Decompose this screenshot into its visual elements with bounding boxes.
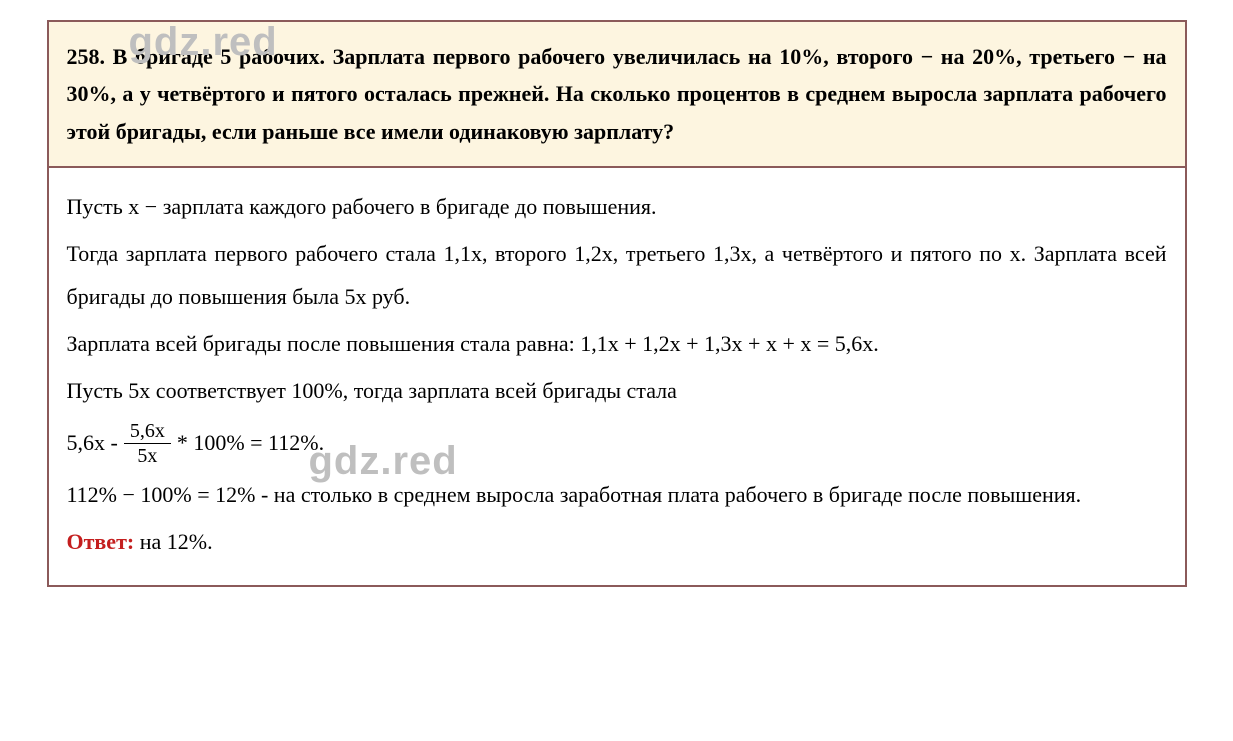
solution-line-1: Пусть x − зарплата каждого рабочего в бр… <box>67 186 1167 229</box>
solution-formula: 5,6x - 5,6x 5x * 100% = 112%. <box>67 419 1167 468</box>
fraction-denominator: 5x <box>131 444 163 468</box>
solution-line-2: Тогда зарплата первого рабочего стала 1,… <box>67 233 1167 319</box>
formula-suffix: * 100% = 112%. <box>177 422 324 465</box>
formula-prefix: 5,6x - <box>67 422 118 465</box>
fraction: 5,6x 5x <box>124 419 171 468</box>
answer-label: Ответ: <box>67 529 135 554</box>
document-container: gdz.red 258. В бригаде 5 рабочих. Зарпла… <box>47 20 1187 587</box>
question-text: 258. В бригаде 5 рабочих. Зарплата перво… <box>67 44 1167 144</box>
solution-box: gdz.red Пусть x − зарплата каждого рабоч… <box>49 168 1185 585</box>
solution-line-3: Зарплата всей бригады после повышения ст… <box>67 323 1167 366</box>
solution-line-4: Пусть 5x соответствует 100%, тогда зарпл… <box>67 370 1167 413</box>
fraction-numerator: 5,6x <box>124 419 171 444</box>
solution-line-6: 112% − 100% = 12% - на столько в среднем… <box>67 474 1167 517</box>
answer-text: на 12%. <box>134 529 212 554</box>
question-box: 258. В бригаде 5 рабочих. Зарплата перво… <box>49 22 1185 168</box>
answer-line: Ответ: на 12%. <box>67 521 1167 564</box>
